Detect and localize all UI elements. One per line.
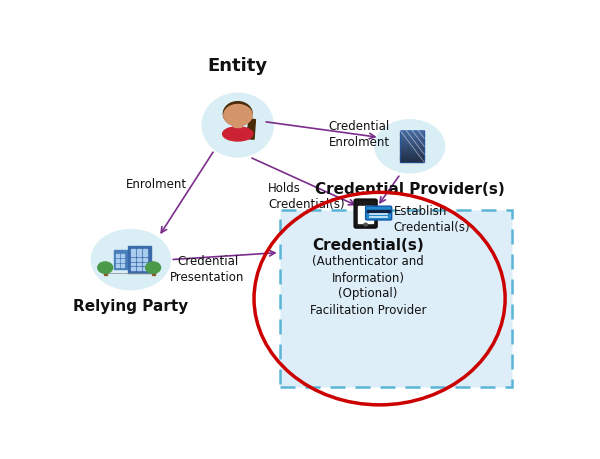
- Bar: [143, 268, 147, 270]
- Circle shape: [375, 120, 445, 174]
- Bar: [400, 147, 424, 149]
- Bar: [137, 263, 141, 266]
- Circle shape: [224, 105, 252, 127]
- Bar: [400, 131, 424, 163]
- Bar: [400, 131, 424, 133]
- Bar: [137, 258, 141, 261]
- Ellipse shape: [202, 94, 274, 157]
- Bar: [128, 247, 151, 273]
- Text: Entity: Entity: [208, 56, 268, 74]
- Text: Enrolment: Enrolment: [126, 178, 187, 190]
- Text: (Authenticator and
Information): (Authenticator and Information): [312, 255, 424, 285]
- Bar: [400, 142, 424, 143]
- Bar: [137, 249, 141, 252]
- Bar: [121, 264, 124, 267]
- Bar: [400, 140, 424, 142]
- Bar: [143, 254, 147, 257]
- Text: Establish
Credential(s): Establish Credential(s): [394, 205, 470, 234]
- Bar: [400, 160, 424, 161]
- Text: Credential(s): Credential(s): [312, 237, 424, 252]
- Circle shape: [226, 106, 252, 126]
- Bar: [137, 254, 141, 257]
- Ellipse shape: [223, 102, 252, 127]
- FancyBboxPatch shape: [355, 200, 377, 228]
- Bar: [143, 258, 147, 261]
- FancyBboxPatch shape: [365, 207, 392, 220]
- Bar: [235, 120, 241, 128]
- Bar: [400, 156, 424, 157]
- Text: Credential Provider(s): Credential Provider(s): [315, 181, 505, 196]
- Text: Holds
Credential(s): Holds Credential(s): [268, 182, 344, 211]
- Ellipse shape: [91, 230, 170, 290]
- Bar: [400, 152, 424, 154]
- Text: Credential
Presentation: Credential Presentation: [170, 254, 245, 283]
- Bar: [367, 210, 390, 213]
- Bar: [400, 144, 424, 145]
- Bar: [400, 154, 424, 156]
- Bar: [114, 250, 127, 270]
- Bar: [131, 249, 135, 252]
- Bar: [400, 149, 424, 151]
- Bar: [143, 249, 147, 252]
- Bar: [400, 133, 424, 134]
- Circle shape: [146, 263, 161, 274]
- Bar: [131, 268, 135, 270]
- Bar: [131, 263, 135, 266]
- Bar: [131, 254, 135, 257]
- Circle shape: [98, 263, 113, 274]
- Bar: [116, 254, 119, 257]
- Bar: [121, 254, 124, 257]
- Bar: [152, 271, 155, 275]
- Bar: [131, 258, 135, 261]
- Bar: [400, 162, 424, 163]
- Bar: [400, 139, 424, 140]
- Bar: [358, 207, 373, 224]
- Circle shape: [364, 224, 367, 226]
- Bar: [116, 259, 119, 262]
- Polygon shape: [246, 119, 256, 140]
- Bar: [116, 264, 119, 267]
- Ellipse shape: [223, 128, 253, 142]
- Bar: [400, 137, 424, 138]
- Bar: [400, 146, 424, 147]
- Text: Credential
Enrolment: Credential Enrolment: [328, 120, 389, 149]
- Bar: [400, 158, 424, 159]
- Text: Relying Party: Relying Party: [73, 298, 188, 313]
- Text: (Optional)
Facilitation Provider: (Optional) Facilitation Provider: [310, 286, 426, 317]
- Bar: [400, 135, 424, 136]
- Bar: [104, 271, 107, 275]
- FancyBboxPatch shape: [280, 211, 512, 387]
- Bar: [143, 263, 147, 266]
- Bar: [121, 259, 124, 262]
- Bar: [400, 151, 424, 152]
- Bar: [137, 268, 141, 270]
